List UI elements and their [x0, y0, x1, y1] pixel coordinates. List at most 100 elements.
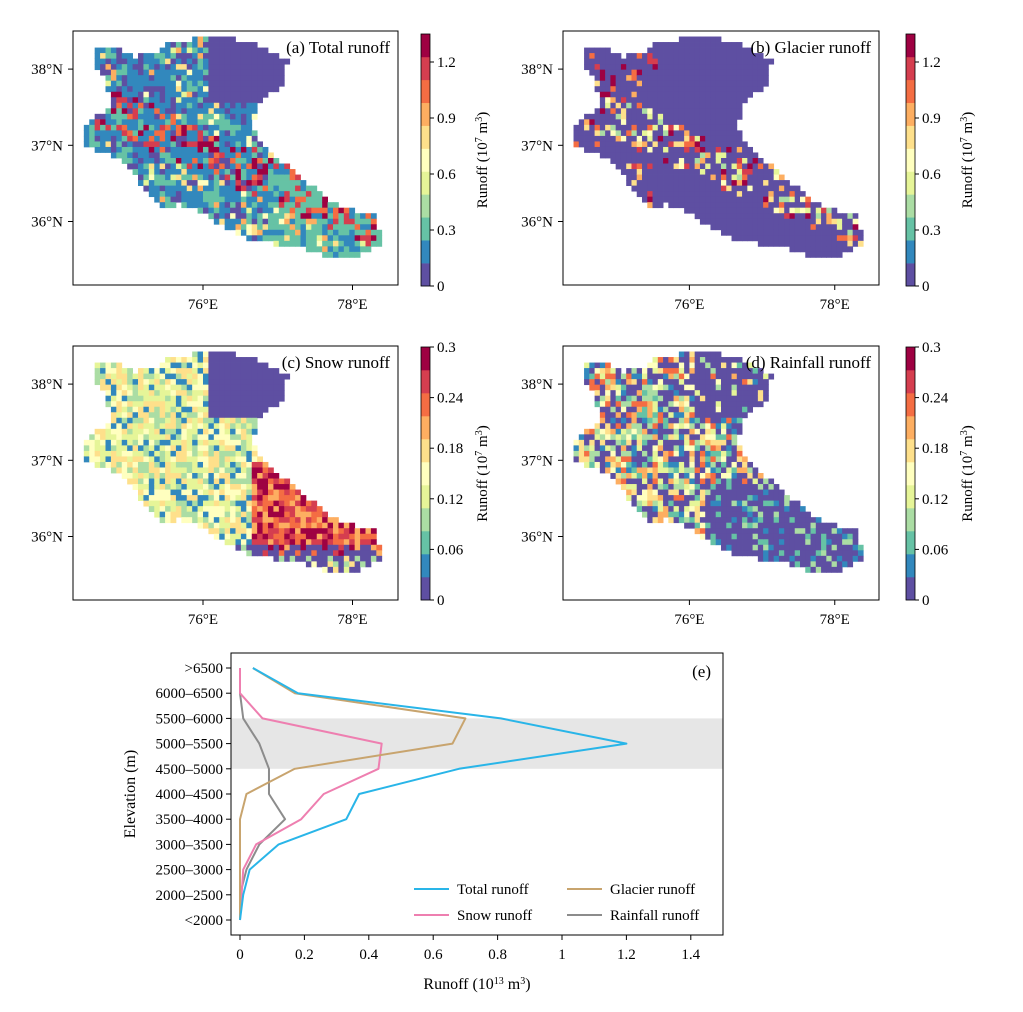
- runoff-cell: [273, 550, 280, 557]
- runoff-cell: [175, 91, 182, 98]
- runoff-cell: [615, 461, 622, 468]
- colorbar-frame: [420, 33, 431, 287]
- runoff-cell: [620, 152, 627, 159]
- runoff-cell: [615, 135, 622, 142]
- runoff-cell: [768, 533, 775, 540]
- runoff-cell: [642, 80, 648, 87]
- runoff-cell: [192, 401, 198, 408]
- runoff-cell: [208, 357, 215, 363]
- runoff-cell: [636, 75, 643, 82]
- runoff-cell: [794, 539, 801, 546]
- runoff-cell: [354, 561, 361, 568]
- runoff-cell: [768, 196, 775, 203]
- runoff-cell: [159, 478, 166, 485]
- runoff-cell: [349, 561, 356, 568]
- runoff-cell: [251, 445, 258, 452]
- runoff-cell: [284, 180, 291, 187]
- runoff-cell: [235, 163, 242, 170]
- runoff-cell: [784, 240, 790, 247]
- runoff-cell: [663, 373, 669, 380]
- runoff-cell: [631, 102, 638, 109]
- runoff-cell: [159, 511, 166, 518]
- runoff-cell: [175, 379, 182, 386]
- runoff-cell: [636, 141, 643, 148]
- runoff-cell: [652, 495, 659, 502]
- runoff-cell: [694, 528, 701, 535]
- runoff-cell: [668, 423, 674, 430]
- runoff-cell: [246, 412, 253, 419]
- runoff-cell: [148, 185, 155, 192]
- runoff-cell: [747, 362, 753, 369]
- runoff-cell: [138, 174, 144, 181]
- runoff-cell: [246, 456, 253, 463]
- runoff-cell: [736, 528, 743, 535]
- runoff-cell: [594, 379, 601, 386]
- runoff-cell: [578, 141, 585, 148]
- runoff-cell: [268, 511, 274, 518]
- runoff-cell: [647, 97, 653, 104]
- runoff-cell: [757, 511, 764, 518]
- runoff-cell: [699, 528, 706, 535]
- runoff-cell: [148, 384, 155, 391]
- runoff-cell: [705, 69, 711, 76]
- runoff-cell: [110, 428, 117, 435]
- runoff-cell: [305, 213, 312, 220]
- runoff-cell: [642, 489, 648, 496]
- runoff-cell: [699, 417, 706, 424]
- colorbar-swatch: [421, 56, 430, 81]
- runoff-cell: [165, 412, 171, 419]
- runoff-cell: [847, 229, 854, 236]
- runoff-cell: [752, 467, 759, 474]
- runoff-cell: [715, 75, 722, 82]
- runoff-cell: [705, 97, 711, 104]
- runoff-cell: [159, 439, 166, 446]
- runoff-cell: [726, 152, 732, 159]
- runoff-cell: [295, 213, 301, 220]
- runoff-cell: [757, 495, 764, 502]
- runoff-cell: [689, 417, 696, 424]
- runoff-cell: [736, 550, 743, 557]
- runoff-cell: [105, 86, 112, 93]
- runoff-cell: [289, 544, 296, 551]
- runoff-cell: [657, 384, 664, 391]
- runoff-cell: [678, 113, 685, 120]
- runoff-cell: [181, 146, 188, 153]
- runoff-cell: [705, 102, 711, 109]
- runoff-cell: [652, 80, 659, 87]
- runoff-cell: [246, 185, 253, 192]
- runoff-cell: [159, 517, 166, 524]
- runoff-cell: [742, 511, 748, 518]
- runoff-cell: [257, 53, 263, 60]
- runoff-cell: [240, 108, 247, 115]
- runoff-cell: [731, 75, 738, 82]
- runoff-cell: [165, 86, 171, 93]
- runoff-cell: [268, 489, 274, 496]
- runoff-cell: [821, 246, 827, 253]
- runoff-cell: [668, 64, 674, 71]
- runoff-cell: [110, 130, 117, 137]
- x-axis-label: Runoff (1013 m3): [423, 976, 530, 994]
- runoff-cell: [262, 484, 269, 490]
- runoff-cell: [284, 185, 291, 192]
- runoff-cell: [699, 119, 706, 126]
- runoff-cell: [175, 152, 182, 159]
- runoff-cell: [821, 235, 827, 242]
- runoff-cell: [699, 174, 706, 181]
- runoff-cell: [192, 146, 198, 153]
- runoff-cell: [251, 495, 258, 502]
- runoff-cell: [273, 473, 280, 479]
- runoff-cell: [300, 229, 307, 236]
- colorbar-swatch: [421, 125, 430, 149]
- runoff-cell: [235, 185, 242, 192]
- runoff-cell: [181, 473, 188, 479]
- runoff-cell: [219, 434, 226, 441]
- runoff-cell: [752, 180, 759, 187]
- runoff-cell: [246, 75, 253, 82]
- runoff-cell: [778, 517, 785, 524]
- runoff-cell: [747, 163, 753, 170]
- runoff-cell: [246, 423, 253, 430]
- runoff-cell: [159, 152, 166, 159]
- runoff-cell: [620, 395, 627, 402]
- runoff-cell: [620, 163, 627, 170]
